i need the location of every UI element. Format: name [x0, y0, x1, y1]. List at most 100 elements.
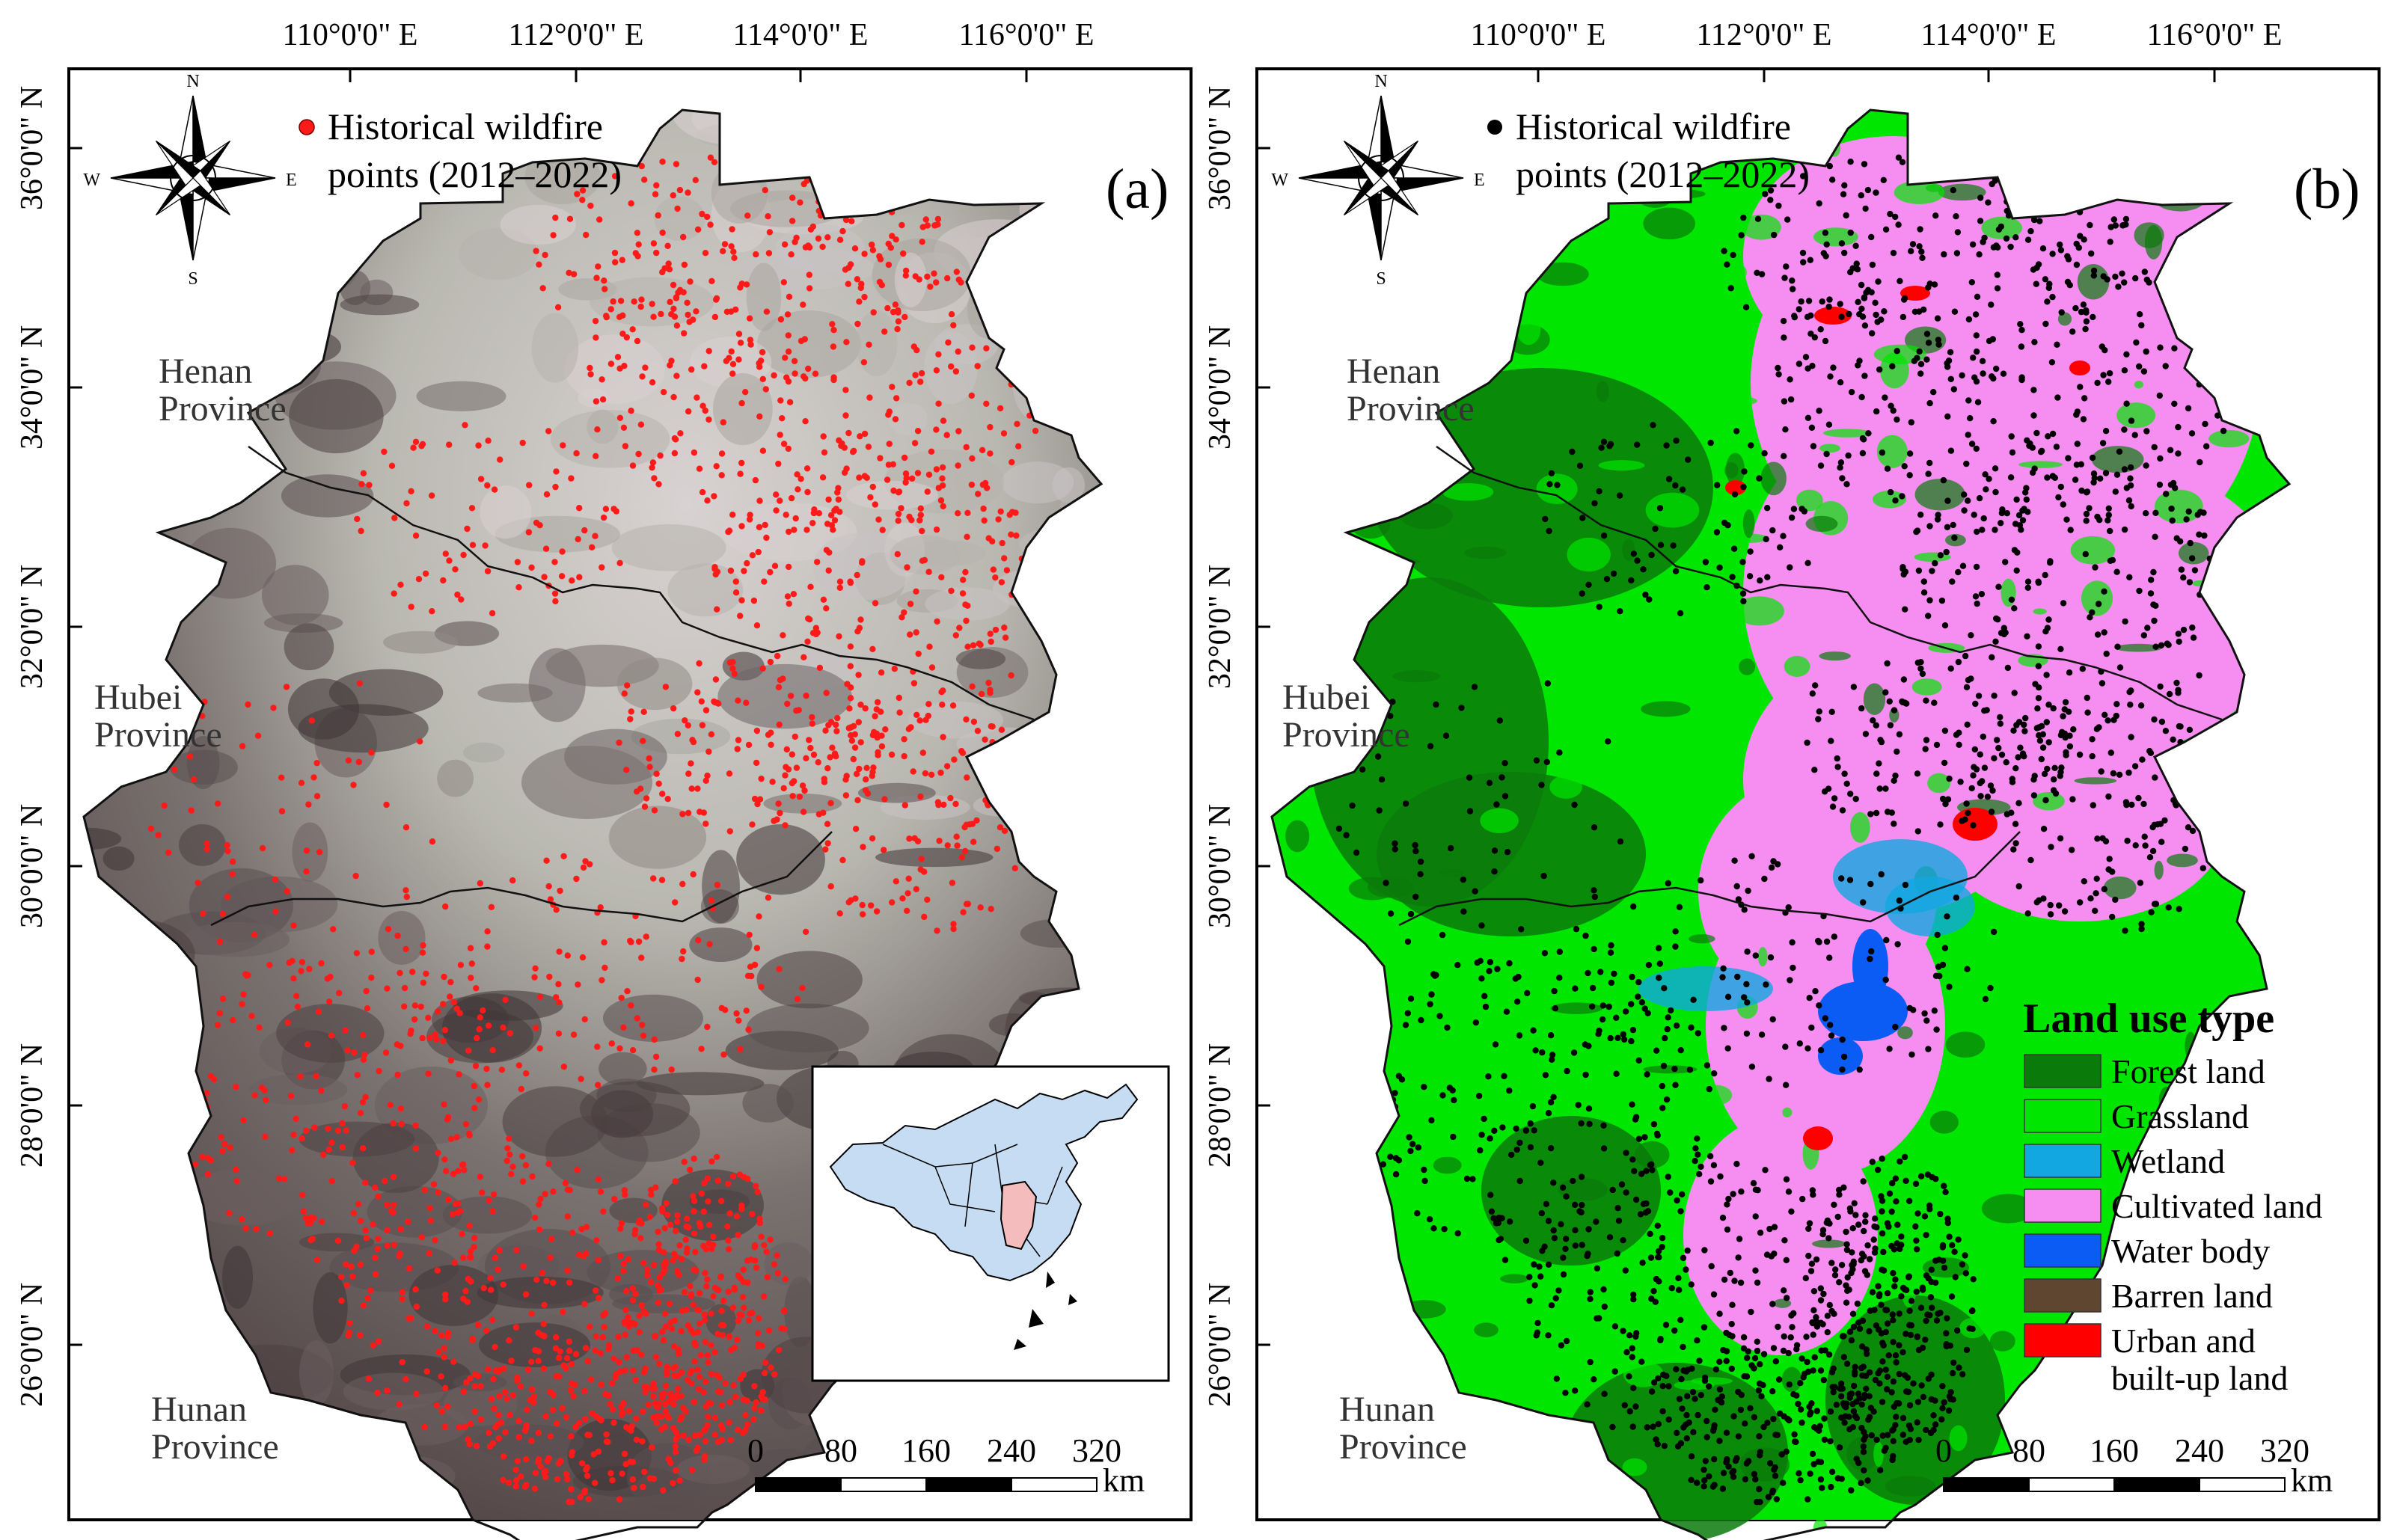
wildfire-point: [1751, 1365, 1757, 1372]
wildfire-point: [688, 785, 695, 792]
wildfire-point: [1690, 1429, 1697, 1436]
wildfire-point: [1846, 1286, 1852, 1293]
wildfire-point: [2110, 717, 2117, 723]
wildfire-point: [1570, 1177, 1576, 1185]
wildfire-point: [2156, 481, 2164, 488]
wildfire-point: [964, 533, 970, 540]
wildfire-point: [1591, 824, 1598, 831]
wildfire-point: [1757, 1230, 1764, 1236]
landuse-texture: [2103, 876, 2137, 900]
wildfire-point: [845, 899, 852, 906]
wildfire-point: [2044, 298, 2051, 305]
wildfire-point: [506, 1479, 512, 1486]
wildfire-point: [980, 505, 987, 512]
wildfire-point: [488, 1396, 495, 1402]
wildfire-point: [2017, 321, 2024, 328]
wildfire-point: [2044, 765, 2051, 773]
wildfire-point: [2038, 723, 2045, 729]
wildfire-point: [1994, 737, 2000, 743]
wildfire-point: [1676, 1286, 1683, 1293]
wildfire-point: [1542, 515, 1549, 523]
wildfire-point: [659, 159, 666, 165]
wildfire-point: [622, 1367, 628, 1374]
wildfire-point: [1745, 1348, 1751, 1355]
wildfire-point: [781, 241, 789, 248]
wildfire-point: [1846, 1426, 1853, 1433]
wildfire-point: [1891, 777, 1897, 785]
wildfire-point: [578, 1460, 586, 1467]
wildfire-point: [1672, 943, 1679, 950]
wildfire-point: [901, 752, 907, 760]
wildfire-point: [203, 1090, 210, 1096]
wildfire-point: [1701, 1477, 1708, 1484]
wildfire-point: [1873, 189, 1879, 196]
wildfire-point: [441, 973, 447, 981]
wildfire-point: [318, 1087, 325, 1094]
wildfire-point: [577, 1494, 584, 1500]
wildfire-point: [1571, 1201, 1579, 1209]
wildfire-point: [489, 1316, 496, 1324]
wildfire-point: [952, 632, 960, 639]
wildfire-point: [388, 462, 396, 469]
wildfire-point: [850, 723, 857, 729]
wildfire-point: [523, 1070, 530, 1077]
wildfire-point: [644, 1266, 651, 1273]
wildfire-point: [2031, 339, 2038, 346]
wildfire-point: [1727, 1269, 1733, 1277]
wildfire-point: [673, 294, 680, 301]
wildfire-point: [1516, 1177, 1523, 1185]
wildfire-point: [353, 950, 361, 957]
legend-label: Forest land: [2111, 1052, 2265, 1090]
wildfire-point: [933, 279, 940, 286]
wildfire-point: [350, 1209, 357, 1217]
wildfire-point: [1548, 1302, 1555, 1309]
wildfire-point: [607, 1470, 614, 1477]
wildfire-point: [1621, 1402, 1628, 1409]
wildfire-point: [706, 941, 713, 948]
wildfire-point: [1696, 1171, 1703, 1178]
wildfire-point: [2135, 794, 2142, 802]
wildfire-point: [1734, 973, 1741, 981]
wildfire-point: [1897, 1245, 1903, 1253]
wildfire-point: [713, 463, 720, 470]
wildfire-point: [1823, 241, 1830, 248]
wildfire-point: [1930, 1426, 1937, 1434]
wildfire-point: [714, 606, 720, 613]
wildfire-point: [769, 779, 776, 785]
wildfire-point: [1926, 597, 1933, 604]
wildfire-point: [1917, 665, 1924, 672]
wildfire-point: [1850, 1382, 1858, 1390]
wildfire-point: [2101, 886, 2107, 893]
wildfire-point: [419, 949, 426, 956]
wildfire-point: [658, 310, 664, 318]
wildfire-point: [1859, 450, 1867, 457]
landuse-texture: [2134, 380, 2143, 389]
wildfire-point: [1665, 1383, 1672, 1390]
wildfire-point: [699, 722, 706, 728]
wildfire-point: [1578, 1120, 1585, 1127]
wildfire-point: [835, 496, 842, 503]
wildfire-point: [771, 372, 777, 379]
wildfire-point: [354, 1072, 361, 1079]
wildfire-point: [1579, 515, 1586, 521]
wildfire-point: [1829, 803, 1837, 810]
wildfire-point: [1751, 1355, 1759, 1362]
wildfire-point: [856, 625, 863, 631]
wildfire-point: [1562, 1390, 1569, 1396]
wildfire-point: [2018, 343, 2025, 350]
wildfire-point: [1994, 285, 2001, 292]
wildfire-point: [1711, 1455, 1718, 1463]
wildfire-point: [1809, 1319, 1816, 1326]
wildfire-point: [1541, 950, 1549, 957]
wildfire-point: [1767, 187, 1775, 194]
wildfire-point: [1823, 450, 1830, 458]
wildfire-point: [925, 568, 932, 575]
wildfire-point: [1486, 779, 1493, 787]
wildfire-point: [290, 922, 297, 929]
wildfire-point: [614, 354, 622, 361]
wildfire-points: [1335, 147, 2236, 1506]
wildfire-point: [953, 269, 961, 275]
wildfire-point: [779, 415, 786, 422]
wildfire-point: [830, 374, 837, 381]
wildfire-point: [545, 428, 552, 435]
